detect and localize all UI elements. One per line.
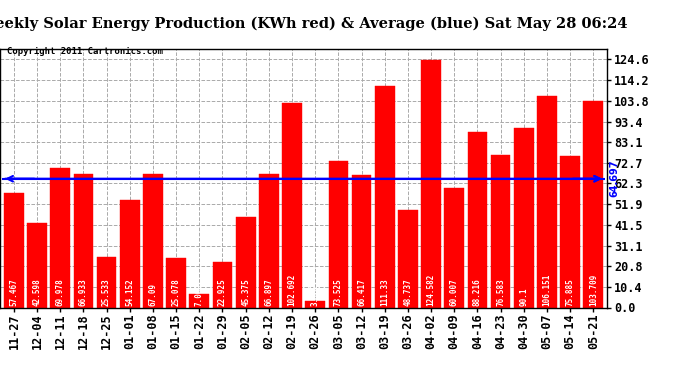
- Text: 103.709: 103.709: [589, 273, 598, 306]
- Bar: [259, 174, 279, 308]
- Text: 22.925: 22.925: [218, 278, 227, 306]
- Bar: [537, 96, 557, 308]
- Text: 69.978: 69.978: [56, 278, 65, 306]
- Bar: [236, 217, 255, 308]
- Bar: [74, 174, 93, 308]
- Bar: [398, 210, 417, 308]
- Text: 111.33: 111.33: [380, 278, 389, 306]
- Bar: [584, 101, 603, 308]
- Text: 42.598: 42.598: [32, 278, 41, 306]
- Bar: [328, 161, 348, 308]
- Bar: [444, 188, 464, 308]
- Text: 75.885: 75.885: [566, 278, 575, 306]
- Bar: [4, 193, 23, 308]
- Bar: [306, 301, 325, 307]
- Text: Copyright 2011 Cartronics.com: Copyright 2011 Cartronics.com: [7, 47, 163, 56]
- Text: Weekly Solar Energy Production (KWh red) & Average (blue) Sat May 28 06:24: Weekly Solar Energy Production (KWh red)…: [0, 17, 627, 31]
- Bar: [166, 258, 186, 307]
- Bar: [491, 155, 511, 308]
- Bar: [213, 262, 233, 308]
- Text: 73.525: 73.525: [334, 278, 343, 306]
- Text: 48.737: 48.737: [404, 278, 413, 306]
- Text: 64.697: 64.697: [609, 160, 620, 198]
- Bar: [120, 200, 139, 308]
- Text: 60.007: 60.007: [450, 278, 459, 306]
- Bar: [352, 175, 371, 308]
- Text: 3.152: 3.152: [310, 283, 319, 306]
- Text: 124.582: 124.582: [426, 273, 435, 306]
- Bar: [143, 174, 163, 308]
- Text: 66.417: 66.417: [357, 278, 366, 306]
- Text: 57.467: 57.467: [10, 278, 19, 306]
- Text: 102.692: 102.692: [288, 273, 297, 306]
- Text: 66.897: 66.897: [264, 278, 273, 306]
- Bar: [50, 168, 70, 308]
- Text: 106.151: 106.151: [542, 273, 551, 306]
- Text: 25.078: 25.078: [172, 278, 181, 306]
- Text: 76.583: 76.583: [496, 278, 505, 306]
- Text: 90.1: 90.1: [520, 287, 529, 306]
- Text: 45.375: 45.375: [241, 278, 250, 306]
- Bar: [560, 156, 580, 308]
- Bar: [27, 223, 47, 308]
- Bar: [282, 103, 302, 308]
- Bar: [190, 294, 209, 308]
- Text: 88.216: 88.216: [473, 278, 482, 306]
- Bar: [375, 86, 395, 308]
- Bar: [514, 128, 533, 308]
- Bar: [468, 132, 487, 308]
- Bar: [97, 256, 117, 307]
- Text: 67.09: 67.09: [148, 283, 157, 306]
- Text: 7.009: 7.009: [195, 283, 204, 306]
- Bar: [421, 60, 441, 308]
- Text: 66.933: 66.933: [79, 278, 88, 306]
- Text: 25.533: 25.533: [102, 278, 111, 306]
- Text: 54.152: 54.152: [126, 278, 135, 306]
